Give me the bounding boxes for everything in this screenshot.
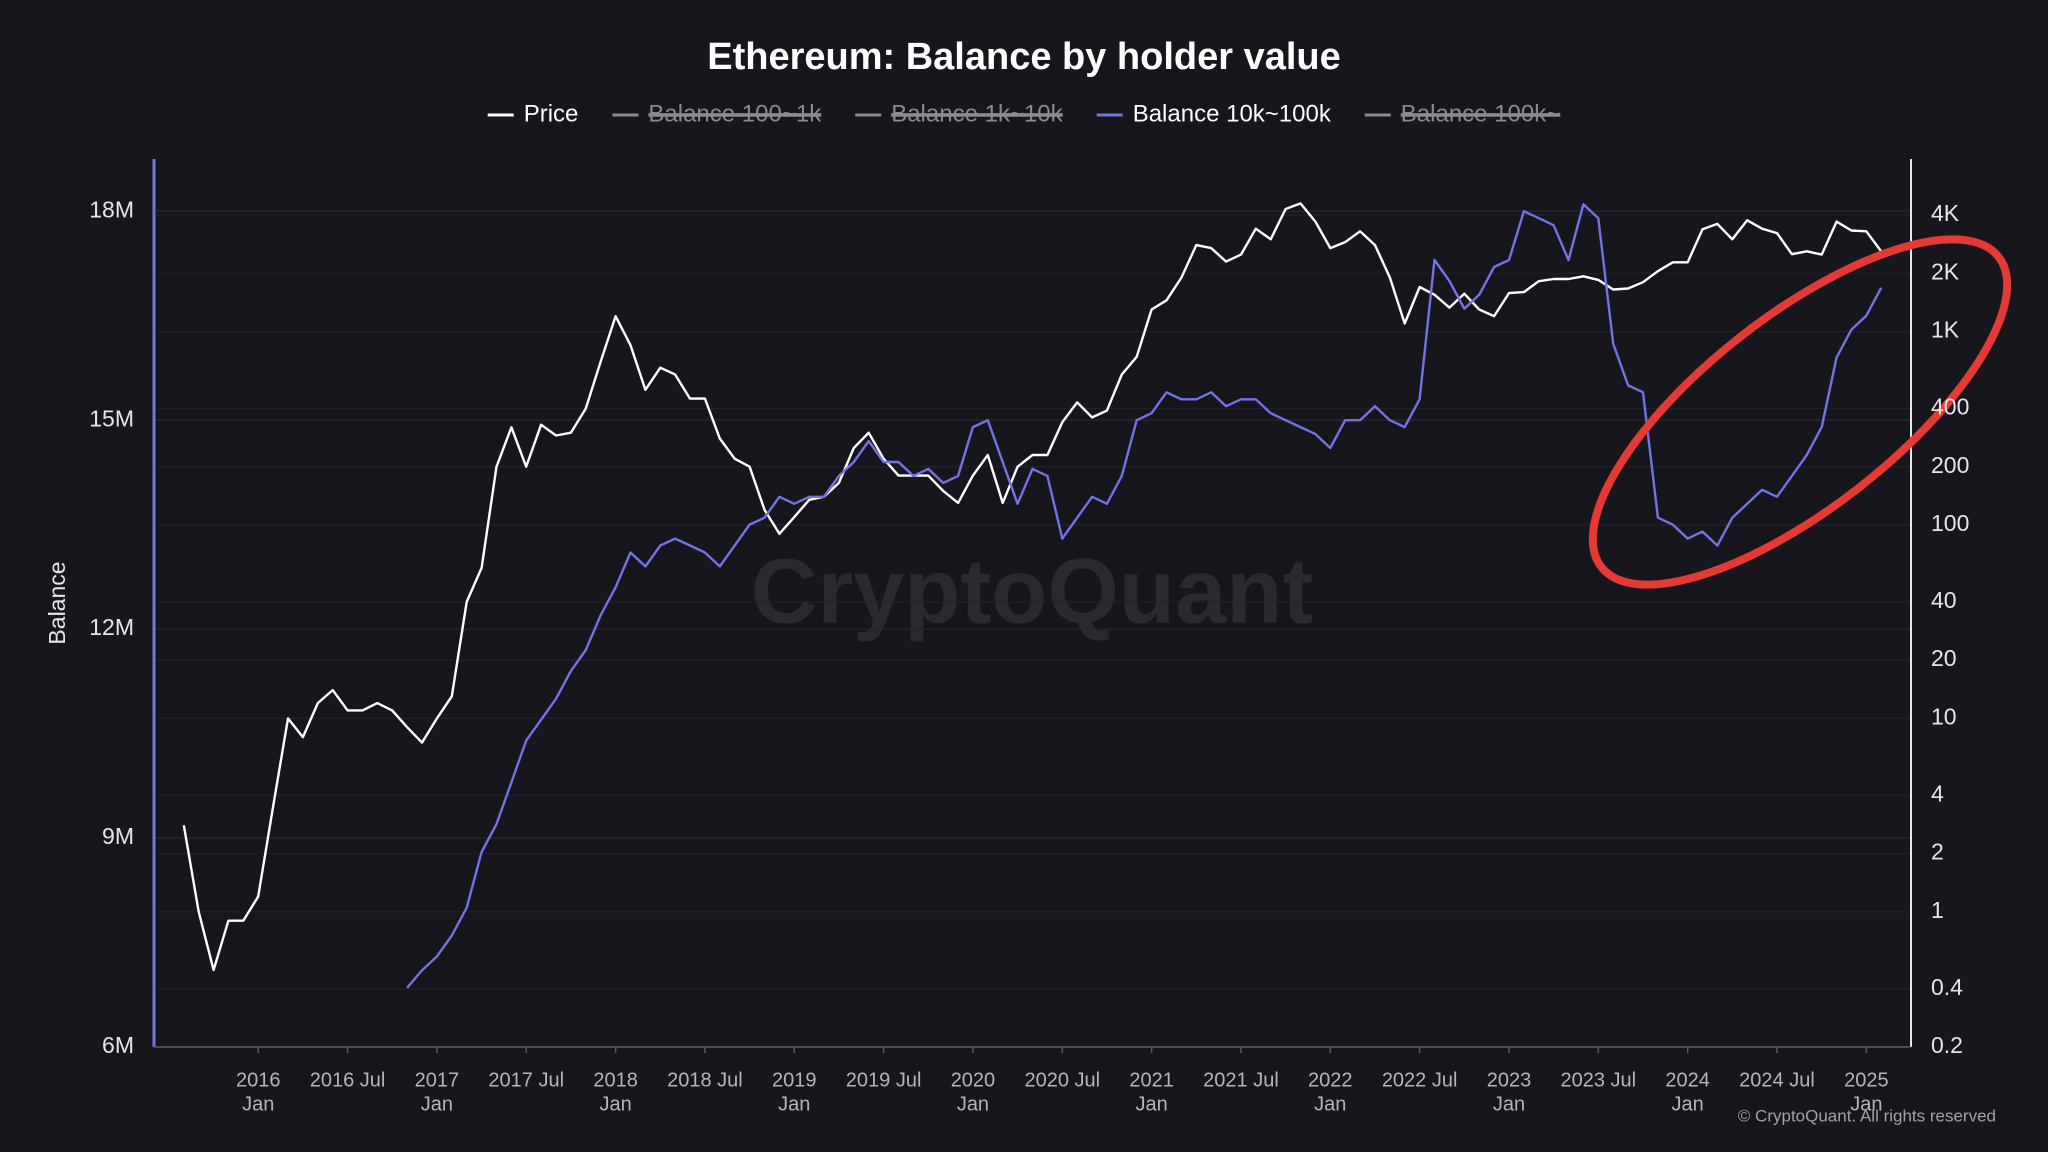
x-tick-label: 2016 Jul xyxy=(310,1069,386,1091)
series-line xyxy=(182,202,1883,972)
legend-item: Balance 1k~10k xyxy=(855,100,1064,127)
y2-tick-label: 0.2 xyxy=(1931,1032,1963,1058)
x-tick-label: 2022 xyxy=(1308,1069,1353,1091)
x-tick-sublabel: Jan xyxy=(778,1093,810,1115)
x-tick-label: 2023 Jul xyxy=(1561,1069,1637,1091)
x-tick-label: 2019 xyxy=(772,1069,817,1091)
x-tick-sublabel: Jan xyxy=(242,1093,274,1115)
x-tick-sublabel: Jan xyxy=(1672,1093,1704,1115)
x-tick-sublabel: Jan xyxy=(1314,1093,1346,1115)
chart-title: Ethereum: Balance by holder value xyxy=(707,36,1341,78)
y-tick-label: 12M xyxy=(89,614,134,640)
legend-label: Balance 1k~10k xyxy=(891,100,1063,127)
legend: Price Balance 100~1k Balance 1k~10k Balance… xyxy=(487,100,1561,127)
y2-tick-label: 1 xyxy=(1931,897,1944,923)
y2-tick-label: 400 xyxy=(1931,394,1969,420)
x-tick-label: 2017 xyxy=(415,1069,460,1091)
legend-item: Balance 10k~100k xyxy=(1096,100,1332,127)
x-tick-label: 2021 xyxy=(1129,1069,1174,1091)
x-tick-label: 2024 Jul xyxy=(1739,1069,1815,1091)
y2-tick-label: 2K xyxy=(1931,258,1960,284)
x-tick-label: 2021 Jul xyxy=(1203,1069,1279,1091)
highlight-ellipse xyxy=(1588,235,2012,589)
y2-tick-label: 20 xyxy=(1931,645,1957,671)
y2-tick-label: 0.4 xyxy=(1931,974,1963,1000)
x-tick-label: 2018 Jul xyxy=(667,1069,743,1091)
x-tick-label: 2022 Jul xyxy=(1382,1069,1458,1091)
legend-label: Balance 100~1k xyxy=(648,100,822,127)
watermark: CryptoQuant xyxy=(751,540,1313,642)
y2-tick-label: 10 xyxy=(1931,703,1957,729)
y-tick-label: 6M xyxy=(102,1032,134,1058)
x-tick-sublabel: Jan xyxy=(1493,1093,1525,1115)
y2-tick-label: 200 xyxy=(1931,452,1969,478)
x-tick-sublabel: Jan xyxy=(957,1093,989,1115)
x-tick-label: 2018 xyxy=(593,1069,638,1091)
x-tick-label: 2020 xyxy=(951,1069,996,1091)
y-tick-label: 9M xyxy=(102,823,134,849)
x-tick-label: 2019 Jul xyxy=(846,1069,922,1091)
x-tick-sublabel: Jan xyxy=(421,1093,453,1115)
y-tick-label: 18M xyxy=(89,196,134,222)
x-tick-label: 2017 Jul xyxy=(488,1069,564,1091)
y-tick-label: 15M xyxy=(89,405,134,431)
y2-tick-label: 1K xyxy=(1931,317,1960,343)
x-tick-sublabel: Jan xyxy=(599,1093,631,1115)
plot-area xyxy=(182,202,1883,989)
x-tick-label: 2016 xyxy=(236,1069,281,1091)
x-tick-label: 2024 xyxy=(1665,1069,1710,1091)
y2-tick-label: 40 xyxy=(1931,587,1957,613)
legend-item: Balance 100k~ xyxy=(1364,100,1561,127)
x-tick-label: 2023 xyxy=(1487,1069,1532,1091)
x-tick-label: 2025 xyxy=(1844,1069,1889,1091)
legend-label: Balance 10k~100k xyxy=(1133,100,1332,127)
legend-label: Price xyxy=(524,100,579,127)
legend-item: Price xyxy=(487,100,579,127)
series-line xyxy=(406,203,1883,989)
y2-tick-label: 2 xyxy=(1931,839,1944,865)
legend-label: Balance 100k~ xyxy=(1401,100,1560,127)
legend-item: Balance 100~1k xyxy=(612,100,822,127)
y2-tick-label: 4 xyxy=(1931,780,1944,806)
x-tick-label: 2020 Jul xyxy=(1024,1069,1100,1091)
x-tick-sublabel: Jan xyxy=(1850,1093,1882,1115)
y-axis-label: Balance xyxy=(44,561,70,644)
y2-tick-label: 100 xyxy=(1931,510,1969,536)
y2-tick-label: 4K xyxy=(1931,200,1960,226)
x-tick-sublabel: Jan xyxy=(1135,1093,1167,1115)
copyright: © CryptoQuant. All rights reserved xyxy=(1738,1106,1996,1125)
